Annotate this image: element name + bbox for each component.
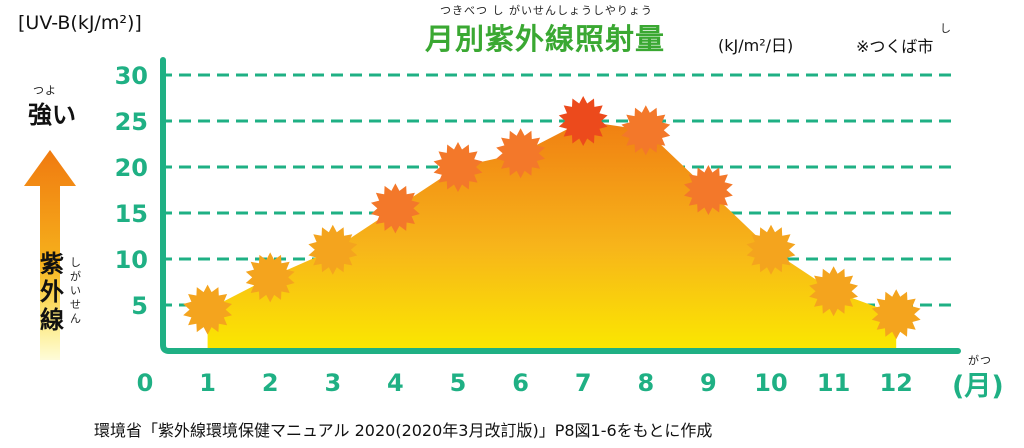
x-tick-label: 8 [637, 369, 654, 397]
chart-axes [160, 57, 961, 354]
data-point-marker [496, 128, 545, 179]
x-tick-label: 2 [262, 369, 279, 397]
data-point-marker [809, 266, 858, 317]
x-tick-label: 7 [575, 369, 592, 397]
x-tick-label: 5 [450, 369, 467, 397]
x-tick-label: 9 [700, 369, 717, 397]
x-tick-label: 11 [817, 369, 850, 397]
uv-furigana: しがいせん [70, 256, 81, 325]
data-point-marker [183, 284, 232, 335]
data-point-marker [746, 224, 796, 275]
month-unit-furigana: がつ [968, 354, 992, 367]
data-point-marker [621, 105, 671, 156]
x-tick-label: 4 [387, 369, 404, 397]
x-tick-label: 0 [137, 369, 154, 397]
x-tick-label: 12 [879, 369, 912, 397]
month-unit: (月) [952, 371, 1004, 402]
data-point-marker [684, 165, 733, 215]
x-tick-label: 6 [512, 369, 529, 397]
y-tick-label: 15 [115, 200, 148, 228]
strong-label: 強い [28, 101, 76, 129]
uv-area [207, 121, 897, 351]
y-tick-label: 20 [115, 154, 148, 182]
strong-furigana: つよ [33, 84, 57, 97]
data-point-marker [871, 289, 921, 340]
x-tick-label: 3 [324, 369, 341, 397]
city-note: ※つくば市 [856, 37, 934, 56]
chart-title: 月別紫外線照射量 [425, 22, 666, 56]
y-tick-label: 25 [115, 108, 148, 136]
data-point-marker [308, 224, 358, 275]
data-point-marker [371, 183, 420, 234]
y-axis-unit-label: [UV-B(kJ/m²)] [18, 12, 142, 34]
title-furigana: つきべつ し がいせんしょうしやりょう [440, 4, 653, 17]
title-unit: (kJ/m²/日) [718, 36, 794, 55]
data-point-marker [245, 252, 295, 303]
city-furigana: し [940, 22, 952, 35]
x-tick-label: 1 [199, 369, 216, 397]
uv-label: 紫外線 [40, 250, 64, 334]
x-tick-label: 10 [754, 369, 787, 397]
y-tick-label: 30 [115, 62, 148, 90]
data-point-marker [433, 142, 483, 192]
data-point-marker [558, 96, 608, 146]
source-caption: 環境省「紫外線環境保健マニュアル 2020(2020年3月改訂版)」P8図1-6… [94, 421, 713, 440]
intensity-arrow-icon [24, 150, 76, 360]
y-tick-label: 5 [131, 292, 148, 320]
y-tick-label: 10 [115, 246, 148, 274]
